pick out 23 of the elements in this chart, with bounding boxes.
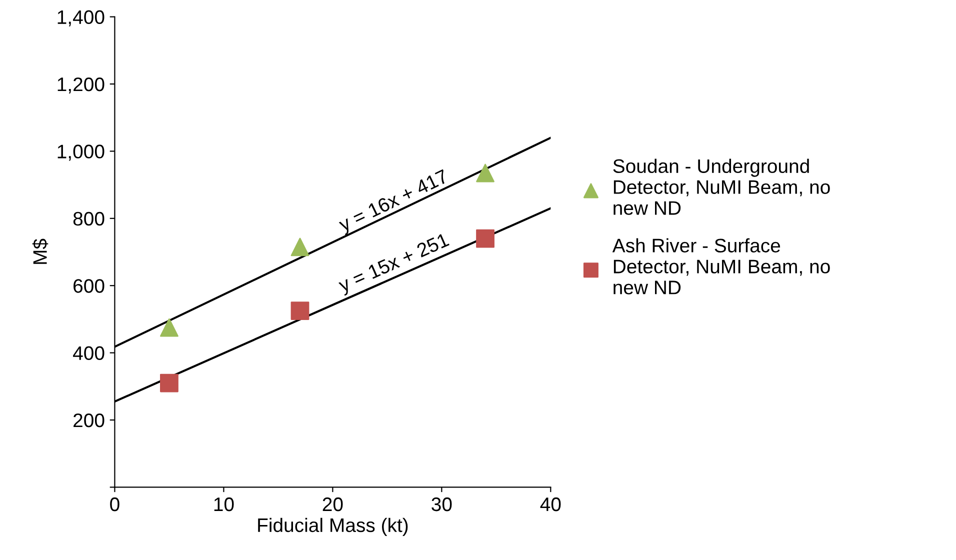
- legend-label: Soudan - Underground Detector, NuMI Beam, no new ND: [613, 158, 830, 215]
- y-tick-label: 400: [73, 346, 104, 360]
- y-tick-label: 200: [74, 413, 104, 428]
- y-tick-label: 1,200: [58, 77, 104, 94]
- y-tick-label: 800: [73, 212, 104, 226]
- annotation: y = 16x + 417: [337, 169, 450, 236]
- point: [476, 229, 494, 248]
- point: [290, 238, 310, 256]
- x-tick-label: 30: [432, 497, 452, 512]
- point: [160, 318, 178, 337]
- x-tick-label: 10: [214, 497, 234, 512]
- legend-label: Ash River - Surface Detector, NuMI Beam, no new ND: [612, 238, 830, 294]
- x-tick-label: 0: [110, 497, 120, 512]
- x-axis-title: Fiducial Mass (kt): [258, 518, 408, 536]
- y-axis-title: M$: [32, 238, 48, 264]
- y-tick-label: 1,400: [58, 10, 104, 26]
- y-tick-label: 600: [74, 279, 104, 293]
- y-tick-label: 1,000: [58, 144, 104, 161]
- point: [160, 374, 178, 392]
- x-tick-label: 40: [540, 497, 561, 512]
- point: [290, 302, 310, 320]
- x-tick-label: 20: [322, 497, 343, 512]
- point: [476, 164, 494, 182]
